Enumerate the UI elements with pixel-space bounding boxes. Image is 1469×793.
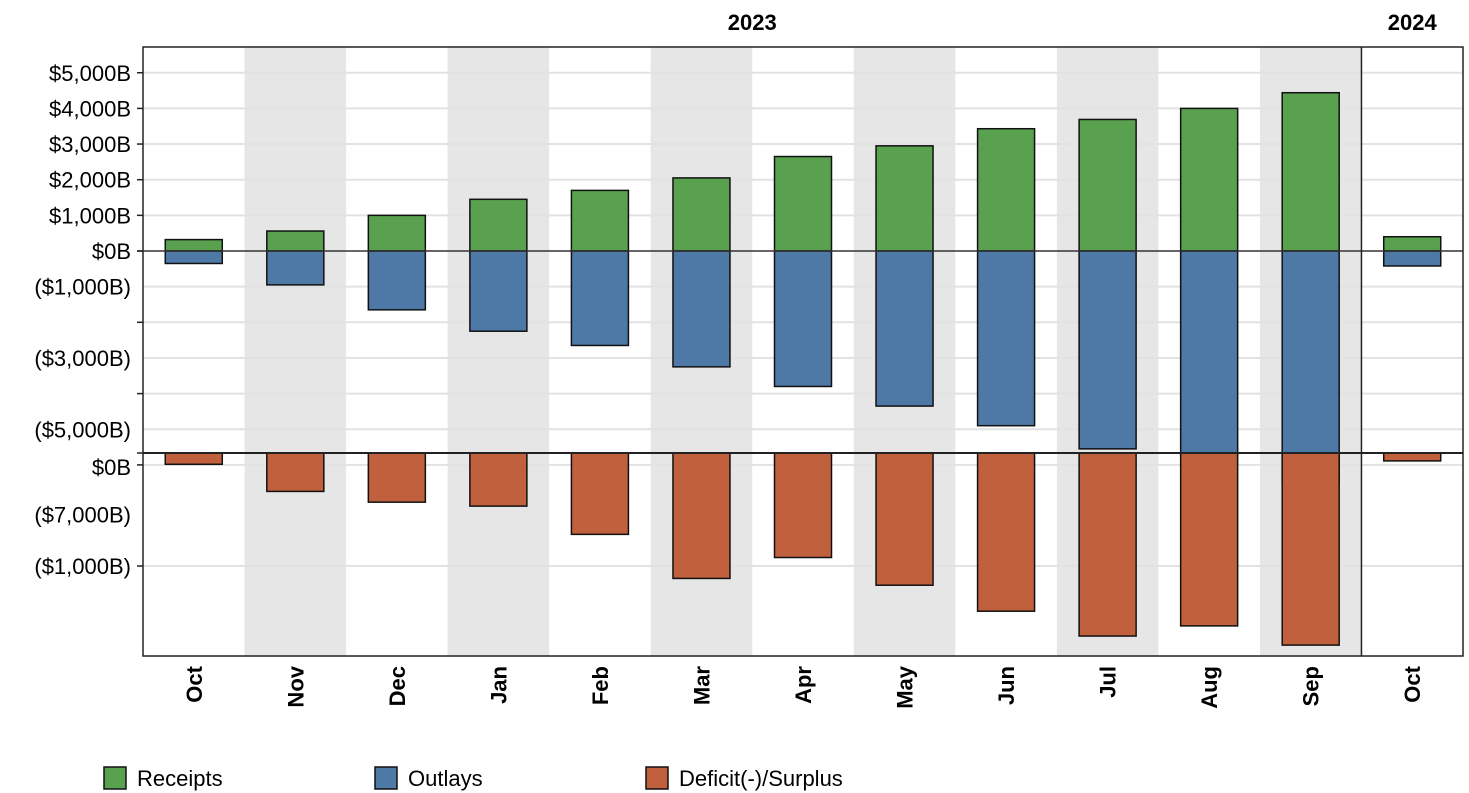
year-label-2024: 2024 bbox=[1388, 10, 1438, 35]
deficit-surplus-bar-6 bbox=[773, 452, 833, 559]
deficit-surplus-bar-3 bbox=[469, 452, 528, 507]
y-tick-label-top-3: $3,000B bbox=[49, 132, 131, 157]
x-tick-label-10: Aug bbox=[1197, 666, 1222, 709]
outlays-bar-4 bbox=[570, 250, 630, 347]
y-tick-label-neg-3: ($7,000B) bbox=[34, 503, 131, 528]
deficit-surplus-bar-8 bbox=[976, 452, 1036, 612]
axes bbox=[137, 46, 1464, 657]
y-tick-labels: $0B $1,000B $2,000B $3,000B $4,000B $5,000B ($… bbox=[34, 61, 131, 579]
outlays-bar-2 bbox=[367, 250, 427, 311]
legend-label-outlays: Outlays bbox=[408, 766, 483, 791]
receipts-bar-12 bbox=[1382, 235, 1442, 252]
receipts-bar-8 bbox=[976, 127, 1036, 252]
outlays-bar-7 bbox=[875, 250, 934, 407]
x-tick-label-2: Dec bbox=[385, 666, 410, 706]
year-labels: 2023 2024 bbox=[728, 10, 1438, 35]
x-tick-labels: Oct Nov Dec Jan Feb Mar Apr May Jun Jul Aug Sep Oct bbox=[182, 665, 1425, 709]
receipts-bar-9 bbox=[1078, 118, 1137, 252]
x-tick-label-7: May bbox=[893, 665, 918, 709]
plot-frame bbox=[142, 46, 1464, 657]
receipts-bar-1 bbox=[266, 230, 325, 252]
y-tick-label-bottom-0: $0B bbox=[92, 455, 131, 480]
receipts-bar-10 bbox=[1179, 107, 1239, 252]
receipts-bar-0 bbox=[164, 238, 224, 252]
y-tick-label-top-1: $1,000B bbox=[49, 203, 131, 228]
y-tick-label-top-4: $4,000B bbox=[49, 96, 131, 121]
deficit-surplus-bar-2 bbox=[367, 452, 427, 503]
x-tick-label-9: Jul bbox=[1096, 666, 1121, 698]
deficit-surplus-bar-9 bbox=[1078, 452, 1137, 637]
year-label-2023: 2023 bbox=[728, 10, 777, 35]
y-tick-label-neg-2: ($5,000B) bbox=[34, 417, 131, 442]
deficit-surplus-bar-5 bbox=[672, 452, 731, 580]
receipts-bar-3 bbox=[469, 198, 528, 252]
shaded-band-3 bbox=[447, 47, 550, 656]
x-tick-label-8: Jun bbox=[994, 666, 1019, 705]
deficit-surplus-bar-4 bbox=[570, 452, 630, 536]
x-tick-label-11: Sep bbox=[1299, 666, 1324, 706]
y-tick-label-neg-0: ($1,000B) bbox=[34, 275, 131, 300]
x-tick-label-12: Oct bbox=[1400, 665, 1425, 702]
outlays-bar-5 bbox=[672, 250, 731, 368]
receipts-bar-2 bbox=[367, 214, 427, 252]
outlays-bar-12 bbox=[1382, 250, 1442, 267]
y-tick-label-neg-1: ($3,000B) bbox=[34, 346, 131, 371]
x-tick-label-6: Apr bbox=[791, 666, 816, 704]
receipts-bar-7 bbox=[875, 145, 934, 252]
outlays-bar-10 bbox=[1179, 250, 1239, 457]
legend: Receipts Outlays Deficit(-)/Surplus bbox=[103, 766, 843, 791]
legend-label-deficit-surplus: Deficit(-)/Surplus bbox=[679, 766, 843, 791]
y-tick-label-bottom-1: ($1,000B) bbox=[34, 554, 131, 579]
receipts-bar-11 bbox=[1281, 91, 1340, 252]
shaded-band-1 bbox=[244, 47, 347, 656]
deficit-surplus-bar-0 bbox=[164, 452, 224, 466]
x-tick-label-0: Oct bbox=[182, 665, 207, 702]
deficit-surplus-bar-10 bbox=[1179, 452, 1239, 627]
x-tick-label-4: Feb bbox=[588, 666, 613, 705]
y-tick-label-top-2: $2,000B bbox=[49, 168, 131, 193]
y-tick-label-top-0: $0B bbox=[92, 239, 131, 264]
outlays-bar-6 bbox=[773, 250, 833, 388]
legend-swatch-receipts bbox=[103, 766, 127, 790]
x-tick-label-1: Nov bbox=[283, 665, 308, 707]
deficit-surplus-bar-1 bbox=[266, 452, 325, 493]
legend-swatch-deficit-surplus bbox=[645, 766, 669, 790]
outlays-bar-11 bbox=[1281, 250, 1340, 486]
x-tick-label-3: Jan bbox=[486, 666, 511, 704]
x-tick-label-5: Mar bbox=[689, 666, 714, 706]
outlays-bar-0 bbox=[164, 250, 224, 265]
legend-swatch-outlays bbox=[374, 766, 398, 790]
outlays-bar-1 bbox=[266, 250, 325, 286]
receipts-bar-4 bbox=[570, 189, 630, 252]
deficit-surplus-bar-7 bbox=[875, 452, 934, 586]
legend-label-receipts: Receipts bbox=[137, 766, 223, 791]
outlays-bar-8 bbox=[976, 250, 1036, 427]
y-tick-label-top-5: $5,000B bbox=[49, 61, 131, 86]
receipts-bar-5 bbox=[672, 177, 731, 252]
deficit-surplus-bar-11 bbox=[1281, 452, 1340, 646]
bars bbox=[164, 91, 1442, 646]
receipts-bar-6 bbox=[773, 155, 833, 252]
outlays-bar-3 bbox=[469, 250, 528, 332]
outlays-bar-9 bbox=[1078, 250, 1137, 450]
deficit-surplus-bar-12 bbox=[1382, 452, 1442, 462]
